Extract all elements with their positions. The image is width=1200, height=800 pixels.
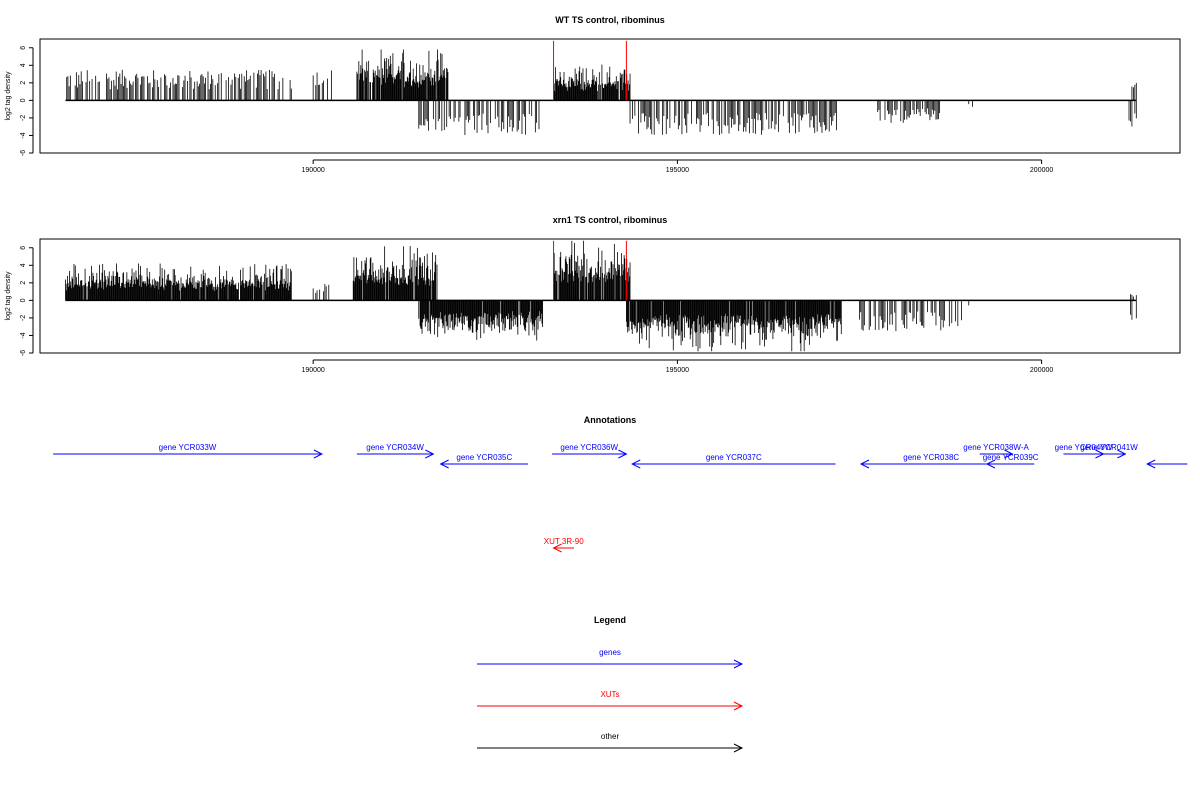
gene-arrow-arrowhead <box>618 449 628 459</box>
gene-arrow-arrowhead <box>1146 459 1156 469</box>
legend-genes-label: genes <box>599 648 621 657</box>
xrn1-y-tick-label: 2 <box>20 281 27 285</box>
gene-arrow-arrowhead <box>985 459 996 469</box>
gene-label: gene YCR035C <box>456 453 512 462</box>
xut-label: XUT 3R-90 <box>544 537 584 546</box>
gene-label: gene YCR036W <box>560 443 618 452</box>
xrn1-signal-bars <box>65 240 1137 352</box>
legend-genes-arrow-arrowhead <box>733 659 744 669</box>
wt-x-axis: 190000 195000 200000 <box>301 159 1053 174</box>
legend-other-label: other <box>601 732 620 741</box>
xrn1-y-tick-label: -6 <box>20 350 27 356</box>
wt-y-tick-label: -2 <box>20 115 27 121</box>
gene-label: gene YCR040W <box>1055 443 1113 452</box>
legend-XUTs-arrow-arrowhead <box>733 701 744 711</box>
xrn1-y-axis-label: log2 tag density <box>5 271 12 321</box>
xut-arrow-arrowhead <box>552 543 562 553</box>
wt-marker-lines <box>553 40 627 101</box>
wt-signal-bars <box>65 49 1137 136</box>
legend-title: Legend <box>594 615 626 625</box>
gene-label: gene YCR038C <box>903 453 959 462</box>
wt-x-tick-label: 200000 <box>1030 167 1053 174</box>
gene-label: gene YCR034W <box>366 443 424 452</box>
wt-y-tick-label: 6 <box>20 46 27 50</box>
xrn1-x-axis: 190000 195000 200000 <box>301 359 1053 374</box>
annotations-title: Annotations <box>584 415 637 425</box>
gene-arrow-arrowhead <box>439 459 449 469</box>
wt-y-tick-label: -6 <box>20 150 27 156</box>
xrn1-y-tick-label: 4 <box>20 263 27 267</box>
gene-arrow-arrowhead <box>425 449 435 459</box>
gene-label: gene YCR039C <box>983 453 1039 462</box>
wt-y-tick-label: 2 <box>20 81 27 85</box>
gene-label: gene YCR041W <box>1080 443 1138 452</box>
xrn1-y-tick-label: 6 <box>20 246 27 250</box>
xrn1-track-title: xrn1 TS control, ribominus <box>553 215 668 225</box>
xrn1-y-tick-label: 0 <box>20 298 27 302</box>
legend: Legend genes XUTs other <box>477 615 744 753</box>
wt-y-tick-label: -4 <box>20 132 27 138</box>
legend-XUTs-label: XUTs <box>600 690 619 699</box>
gene-arrow-arrowhead <box>313 449 324 459</box>
wt-y-axis: 6 4 2 0 -2 -4 -6 <box>20 46 34 156</box>
xrn1-plot-frame <box>39 238 1181 354</box>
gene-label: gene YCR037C <box>706 453 762 462</box>
wt-y-tick-label: 4 <box>20 63 27 67</box>
xrn1-marker-lines <box>553 240 627 301</box>
xrn1-track-panel: xrn1 TS control, ribominus log2 tag dens… <box>5 215 1181 374</box>
gene-arrow-arrowhead <box>859 459 870 469</box>
wt-y-tick-label: 0 <box>20 98 27 102</box>
legend-other-arrow-arrowhead <box>733 743 744 753</box>
gene-label: gene YCR033W <box>159 443 217 452</box>
gene-arrow-arrowhead <box>1117 449 1127 459</box>
xut-annotations: XUT 3R-90 <box>544 537 584 553</box>
gene-arrow-arrowhead <box>631 459 641 469</box>
wt-x-tick-label: 195000 <box>666 167 689 174</box>
xrn1-y-tick-label: -4 <box>20 332 27 338</box>
xrn1-x-tick-label: 190000 <box>301 367 324 374</box>
xrn1-y-axis: 6 4 2 0 -2 -4 -6 <box>20 246 34 356</box>
wt-track-title: WT TS control, ribominus <box>555 15 665 25</box>
xrn1-x-tick-label: 195000 <box>666 367 689 374</box>
wt-track-panel: WT TS control, ribominus log2 tag densit… <box>5 15 1181 174</box>
gene-annotations: gene YCR033W gene YCR034W gene YCR035C gene… <box>53 443 1188 469</box>
gene-arrow-arrowhead <box>1004 449 1014 459</box>
wt-plot-frame <box>39 38 1181 154</box>
annotations-section: Annotations gene YCR033W gene YCR034Wgene… <box>53 415 1188 553</box>
gene-label: gene YCR038W-A <box>963 443 1029 452</box>
xrn1-x-tick-label: 200000 <box>1030 367 1053 374</box>
xrn1-y-tick-label: -2 <box>20 315 27 321</box>
wt-y-axis-label: log2 tag density <box>5 71 12 121</box>
legend-items: genes XUTs other <box>477 648 744 753</box>
wt-x-tick-label: 190000 <box>301 167 324 174</box>
